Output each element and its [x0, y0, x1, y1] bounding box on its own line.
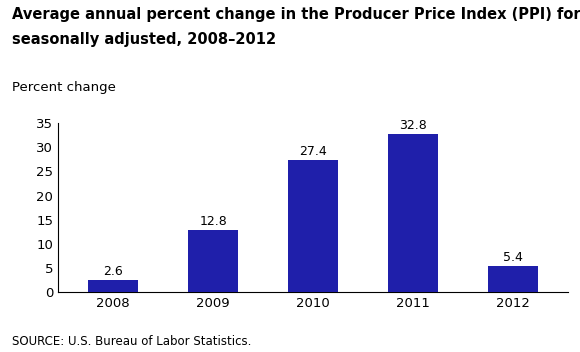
Text: 2.6: 2.6 [103, 265, 123, 278]
Text: 27.4: 27.4 [299, 145, 327, 158]
Bar [288, 160, 338, 292]
Text: 5.4: 5.4 [503, 251, 523, 264]
Text: Average annual percent change in the Producer Price Index (PPI) for gold ores, n: Average annual percent change in the Pro… [12, 7, 580, 22]
Text: seasonally adjusted, 2008–2012: seasonally adjusted, 2008–2012 [12, 32, 276, 47]
Text: 32.8: 32.8 [400, 119, 427, 132]
Bar [188, 230, 238, 292]
Bar [488, 266, 538, 292]
Text: Percent change: Percent change [12, 81, 115, 94]
Text: 12.8: 12.8 [200, 215, 227, 228]
Bar [88, 279, 138, 292]
Bar [388, 134, 438, 292]
Text: SOURCE: U.S. Bureau of Labor Statistics.: SOURCE: U.S. Bureau of Labor Statistics. [12, 335, 251, 348]
